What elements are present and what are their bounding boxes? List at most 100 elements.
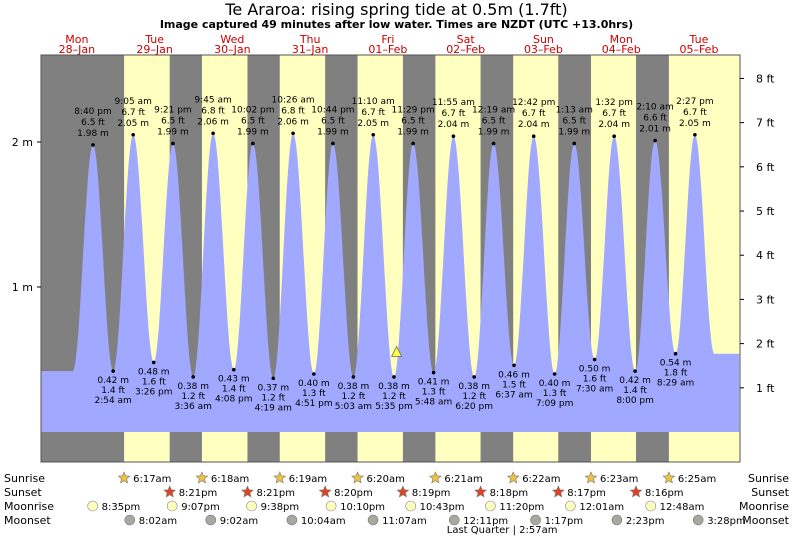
tide-point bbox=[572, 141, 577, 146]
tide-point bbox=[693, 132, 697, 137]
high-tide-meters: 2.04 m bbox=[518, 120, 550, 130]
high-tide-meters: 1.99 m bbox=[317, 127, 349, 137]
low-tide-time: 6:37 am bbox=[495, 390, 532, 400]
y-right-tick-label: 8 ft bbox=[756, 72, 775, 85]
low-tide-time: 3:26 pm bbox=[135, 387, 173, 397]
sunrise-time: 6:18am bbox=[211, 474, 249, 485]
tide-point bbox=[111, 369, 115, 373]
y-right-tick-label: 2 ft bbox=[756, 338, 775, 351]
row-label-right-sunset: Sunset bbox=[751, 486, 789, 499]
day-of-week-label: Mon bbox=[610, 33, 633, 46]
low-tide-meters: 0.42 m bbox=[97, 376, 129, 386]
moonset-icon bbox=[611, 514, 623, 526]
low-tide-feet: 1.3 ft bbox=[422, 388, 446, 398]
high-tide-feet: 6.5 ft bbox=[241, 116, 265, 126]
tide-point bbox=[171, 141, 175, 146]
date-label: 28–Jan bbox=[59, 43, 95, 56]
high-tide-feet: 6.7 ft bbox=[361, 108, 385, 118]
moonset-time: 2:23pm bbox=[626, 516, 665, 527]
low-tide-time: 7:30 am bbox=[576, 385, 613, 395]
low-tide-meters: 0.38 m bbox=[458, 382, 490, 392]
high-tide-meters: 1.99 m bbox=[397, 127, 429, 137]
tide-point bbox=[91, 143, 95, 147]
low-tide-time: 2:54 am bbox=[94, 396, 131, 406]
moonrise-icon bbox=[166, 500, 178, 512]
high-tide-time: 10:44 pm bbox=[311, 105, 354, 115]
tide-point bbox=[592, 357, 597, 362]
sunrise-time: 6:17am bbox=[133, 474, 171, 485]
day-of-week-label: Thu bbox=[299, 33, 321, 46]
high-tide-feet: 6.7 ft bbox=[683, 108, 707, 118]
high-tide-meters: 2.05 m bbox=[117, 119, 149, 129]
high-tide-feet: 6.5 ft bbox=[81, 118, 105, 128]
tide-point bbox=[633, 369, 637, 373]
sunrise-icon bbox=[195, 471, 209, 484]
moonset-time: 1:17pm bbox=[545, 516, 584, 527]
moonrise-icon bbox=[485, 500, 496, 512]
tide-point bbox=[552, 372, 557, 376]
high-tide-meters: 2.05 m bbox=[357, 119, 389, 129]
tide-point bbox=[251, 141, 255, 146]
current-tide-marker bbox=[391, 345, 403, 357]
high-tide-meters: 2.05 m bbox=[679, 119, 711, 129]
high-tide-time: 11:10 am bbox=[352, 97, 395, 107]
moonrise-icon bbox=[87, 500, 98, 512]
high-tide-feet: 6.5 ft bbox=[161, 116, 185, 126]
sunset-icon bbox=[396, 485, 410, 498]
high-tide-feet: 6.7 ft bbox=[522, 109, 546, 119]
high-tide-meters: 1.99 m bbox=[478, 127, 510, 137]
tide-point bbox=[231, 367, 236, 372]
low-tide-feet: 1.4 ft bbox=[222, 385, 246, 395]
y-left-tick-label: 2 m bbox=[12, 136, 33, 149]
high-tide-meters: 1.99 m bbox=[558, 127, 590, 137]
high-tide-feet: 6.5 ft bbox=[562, 116, 586, 126]
tide-point bbox=[351, 375, 356, 379]
low-tide-time: 6:20 pm bbox=[455, 402, 493, 412]
moonrise-icon bbox=[645, 500, 656, 512]
moonset-time: 3:28pm bbox=[707, 516, 746, 527]
sunrise-icon bbox=[273, 471, 287, 484]
high-tide-meters: 2.01 m bbox=[639, 125, 671, 135]
low-tide-feet: 1.2 ft bbox=[261, 393, 285, 403]
moonset-icon bbox=[205, 514, 217, 526]
date-label: 02–Feb bbox=[446, 43, 485, 56]
y-right-tick-label: 1 ft bbox=[756, 382, 775, 395]
tide-point bbox=[431, 370, 436, 375]
high-tide-time: 8:40 pm bbox=[74, 107, 112, 117]
moonset-icon bbox=[367, 514, 379, 526]
y-left-tick-label: 1 m bbox=[12, 281, 33, 294]
day-of-week-label: Fri bbox=[381, 33, 394, 46]
low-tide-time: 8:00 pm bbox=[616, 396, 654, 406]
sunset-icon bbox=[163, 485, 177, 498]
moonrise-time: 10:10pm bbox=[340, 502, 385, 513]
sunset-time: 8:21pm bbox=[179, 488, 218, 499]
tide-point bbox=[211, 131, 215, 136]
low-tide-meters: 0.48 m bbox=[138, 367, 170, 377]
low-tide-time: 3:36 am bbox=[175, 402, 212, 412]
high-tide-time: 1:32 pm bbox=[595, 98, 633, 108]
day-of-week-label: Tue bbox=[144, 33, 164, 46]
moonset-time: 9:02am bbox=[220, 516, 258, 527]
low-tide-meters: 0.38 m bbox=[177, 382, 209, 392]
date-label: 01–Feb bbox=[368, 43, 407, 56]
low-tide-feet: 1.4 ft bbox=[101, 386, 125, 396]
high-tide-meters: 1.99 m bbox=[237, 127, 269, 137]
low-tide-time: 4:51 pm bbox=[295, 399, 333, 409]
sunrise-icon bbox=[428, 471, 442, 484]
low-tide-time: 8:29 am bbox=[657, 379, 694, 389]
sunrise-time: 6:23am bbox=[600, 474, 638, 485]
row-label-right-moonrise: Moonrise bbox=[739, 500, 789, 513]
sunset-icon bbox=[318, 485, 332, 498]
moonset-icon bbox=[286, 514, 298, 526]
high-tide-feet: 6.7 ft bbox=[602, 109, 626, 119]
low-tide-time: 5:35 pm bbox=[375, 402, 413, 412]
moonset-time: 10:04am bbox=[301, 516, 346, 527]
moonset-time: 12:11pm bbox=[463, 516, 508, 527]
day-of-week-label: Tue bbox=[689, 33, 709, 46]
moonrise-time: 11:20pm bbox=[499, 502, 544, 513]
high-tide-feet: 6.5 ft bbox=[321, 116, 345, 126]
low-tide-meters: 0.38 m bbox=[338, 382, 370, 392]
low-tide-meters: 0.41 m bbox=[418, 378, 450, 388]
high-tide-feet: 6.8 ft bbox=[201, 106, 225, 116]
low-tide-feet: 1.2 ft bbox=[462, 392, 486, 402]
